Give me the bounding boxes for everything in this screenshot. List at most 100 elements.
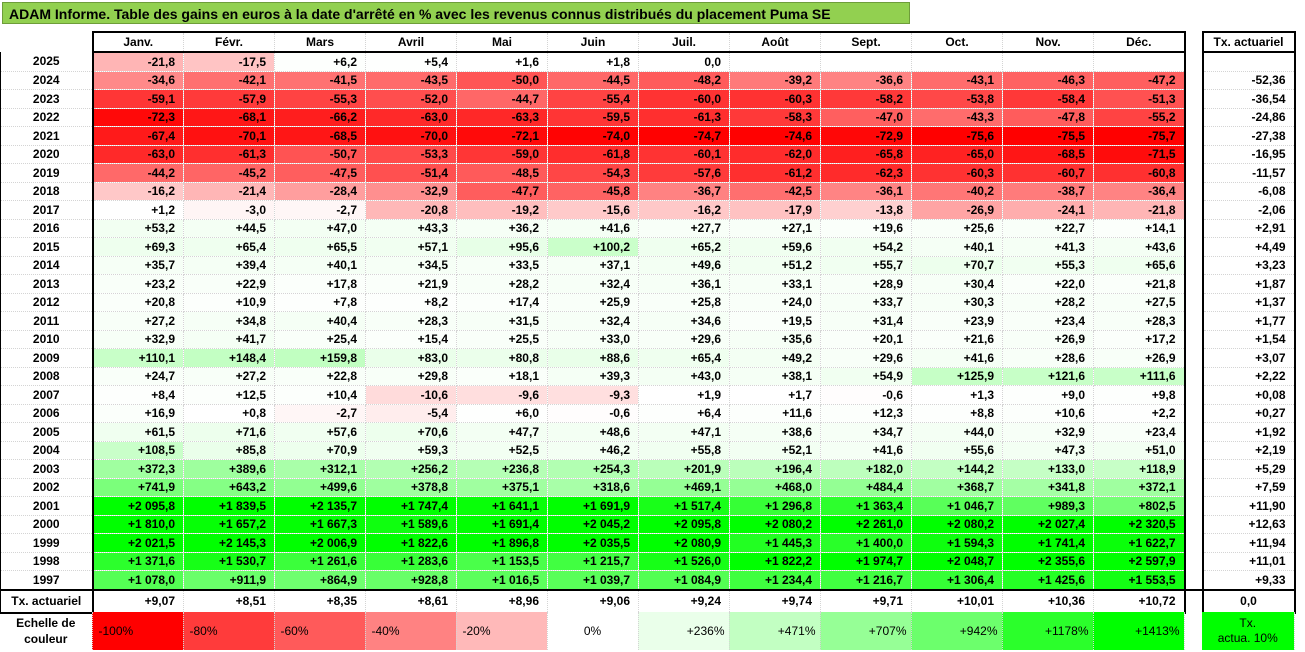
- value-cell: -55,2: [1093, 108, 1186, 127]
- value-cell: +22,7: [1002, 219, 1094, 238]
- value-cell: -75,7: [1093, 126, 1186, 146]
- value-cell: +11,6: [729, 404, 821, 423]
- rate-cell: +0,08: [1201, 385, 1296, 405]
- column-gap: [1184, 570, 1203, 591]
- value-cell: +378,8: [365, 478, 457, 497]
- table-row: 1999 +2 021,5 +2 145,3 +2 006,9 +1 822,6 +1 8…: [0, 533, 1296, 553]
- value-cell: [911, 52, 1003, 72]
- table-row: 2010 +32,9 +41,7 +25,4 +15,4 +25,5 +33,0 +29,6 +…: [0, 330, 1296, 349]
- value-cell: +2 355,6: [1002, 552, 1094, 571]
- column-gap: [1184, 274, 1203, 293]
- value-cell: +10,4: [274, 385, 366, 405]
- year-cell: 2002: [0, 478, 94, 497]
- value-cell: +643,2: [183, 478, 275, 497]
- footer-value: +9,71: [820, 589, 912, 614]
- header-corner: [0, 32, 94, 52]
- table-row: 2006 +16,9 +0,8 -2,7 -5,4 +6,0 -0,6 +6,4 +11,6 +1…: [0, 404, 1296, 423]
- header-row: Janv. Févr. Mars Avril Mai Juin Juil. Août Sept.…: [0, 31, 1296, 53]
- rate-cell: +3,23: [1201, 256, 1296, 275]
- rate-cell: +9,33: [1201, 570, 1296, 591]
- value-cell: +2 145,3: [183, 533, 275, 553]
- value-cell: +236,8: [456, 459, 548, 479]
- value-cell: -68,5: [274, 126, 366, 146]
- value-cell: +1 306,4: [911, 570, 1003, 591]
- page-title: ADAM Informe. Table des gains en euros à…: [2, 2, 910, 24]
- value-cell: +2 006,9: [274, 533, 366, 553]
- column-gap: [1184, 52, 1203, 71]
- year-cell: 2009: [0, 348, 94, 368]
- year-cell: 2025: [0, 52, 94, 72]
- value-cell: +34,6: [638, 311, 730, 331]
- value-cell: +2 320,5: [1093, 515, 1186, 534]
- value-cell: +27,2: [183, 367, 275, 386]
- value-cell: +1,9: [638, 385, 730, 405]
- value-cell: +25,4: [274, 330, 366, 349]
- value-cell: +469,1: [638, 478, 730, 497]
- value-cell: +256,2: [365, 459, 457, 479]
- value-cell: -68,5: [1002, 145, 1094, 164]
- value-cell: -59,1: [92, 89, 184, 109]
- value-cell: +26,9: [1093, 348, 1186, 368]
- value-cell: +1 530,7: [183, 552, 275, 571]
- rate-cell: +11,90: [1201, 496, 1296, 516]
- table-row: 2024 -34,6 -42,1 -41,5 -43,5 -50,0 -44,5 -48,2-…: [0, 71, 1296, 90]
- rate-cell: +1,54: [1201, 330, 1296, 349]
- value-cell: +41,6: [911, 348, 1003, 368]
- rate-cell: +3,07: [1201, 348, 1296, 368]
- value-cell: -65,0: [911, 145, 1003, 164]
- value-cell: -50,7: [274, 145, 366, 164]
- value-cell: +1,6: [456, 52, 548, 72]
- value-cell: +52,5: [456, 441, 548, 460]
- year-cell: 2022: [0, 108, 94, 127]
- column-gap: [1184, 256, 1203, 275]
- value-cell: +8,8: [911, 404, 1003, 423]
- value-cell: -26,9: [911, 200, 1003, 220]
- column-gap: [1184, 219, 1203, 238]
- table-row: 2019 -44,2 -45,2 -47,5 -51,4 -48,5 -54,3 -57,6-…: [0, 163, 1296, 183]
- year-cell: 2019: [0, 163, 94, 183]
- value-cell: +27,5: [1093, 293, 1186, 312]
- value-cell: +341,8: [1002, 478, 1094, 497]
- value-cell: -74,6: [729, 126, 821, 146]
- year-cell: 2011: [0, 311, 94, 331]
- value-cell: +55,3: [1002, 256, 1094, 275]
- year-cell: 2016: [0, 219, 94, 238]
- column-gap: [1184, 422, 1203, 441]
- rate-cell: +5,29: [1201, 459, 1296, 479]
- value-cell: +18,1: [456, 367, 548, 386]
- rate-cell: -2,06: [1201, 200, 1296, 220]
- value-cell: +108,5: [92, 441, 184, 460]
- value-cell: -42,1: [183, 71, 275, 90]
- value-cell: +20,8: [92, 293, 184, 312]
- rate-cell: +1,87: [1201, 274, 1296, 294]
- value-cell: -61,8: [547, 145, 639, 164]
- month-header: Juil.: [638, 31, 730, 53]
- value-cell: +1 641,1: [456, 496, 548, 516]
- year-cell: 2015: [0, 237, 94, 257]
- value-cell: +28,3: [365, 311, 457, 331]
- column-gap: [1184, 237, 1203, 256]
- value-cell: +43,6: [1093, 237, 1186, 257]
- value-cell: +6,4: [638, 404, 730, 423]
- value-cell: -70,1: [183, 126, 275, 146]
- footer-value: +10,72: [1093, 589, 1186, 614]
- value-cell: [1002, 52, 1094, 72]
- value-cell: +372,1: [1093, 478, 1186, 497]
- value-cell: -17,9: [729, 200, 821, 220]
- value-cell: +43,0: [638, 367, 730, 386]
- year-cell: 2013: [0, 274, 94, 294]
- value-cell: +1 371,6: [92, 552, 184, 571]
- column-gap: [1184, 348, 1203, 367]
- value-cell: +1 078,0: [92, 570, 184, 591]
- table-row: 2017 +1,2 -3,0 -2,7 -20,8 -19,2 -15,6 -16,2 -17,…: [0, 200, 1296, 220]
- value-cell: +61,5: [92, 422, 184, 442]
- year-cell: 2012: [0, 293, 94, 312]
- value-cell: +5,4: [365, 52, 457, 72]
- scale-swatch: +1178%: [1002, 612, 1094, 650]
- value-cell: -61,3: [638, 108, 730, 127]
- year-cell: 2001: [0, 496, 94, 516]
- month-header: Nov.: [1002, 31, 1094, 53]
- scale-tx-swatch: Tx. actua. 10%: [1202, 612, 1295, 650]
- value-cell: -44,5: [547, 71, 639, 90]
- value-cell: -48,5: [456, 163, 548, 183]
